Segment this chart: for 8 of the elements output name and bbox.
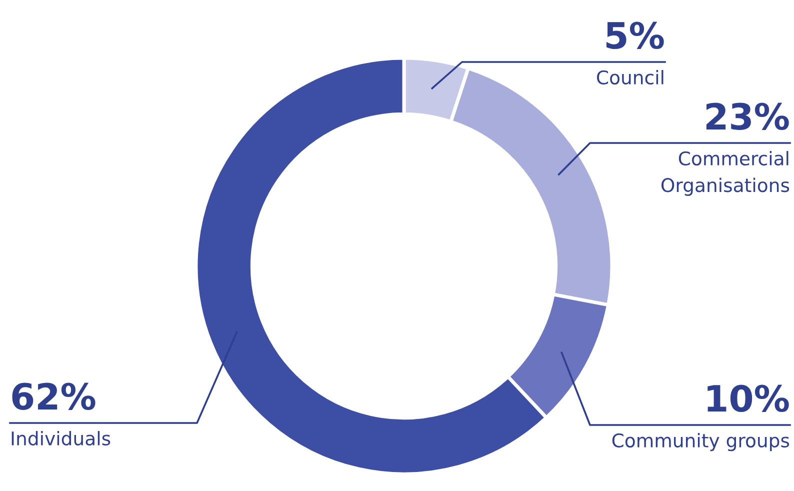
slice-label: Commercial Organisations — [661, 151, 790, 196]
data-label: 5% — [606, 22, 664, 50]
slice-label: Community groups — [612, 433, 790, 452]
data-label: 10% — [708, 384, 789, 412]
data-label: 23% — [706, 102, 789, 130]
data-label: 62% — [12, 382, 96, 410]
slice-label: Council — [596, 70, 664, 85]
slice-label: Individuals — [12, 431, 110, 446]
